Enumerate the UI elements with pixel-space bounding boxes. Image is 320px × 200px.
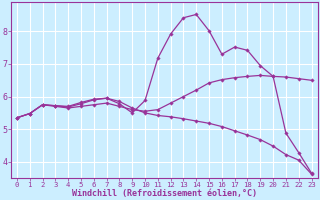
X-axis label: Windchill (Refroidissement éolien,°C): Windchill (Refroidissement éolien,°C) [72,189,257,198]
